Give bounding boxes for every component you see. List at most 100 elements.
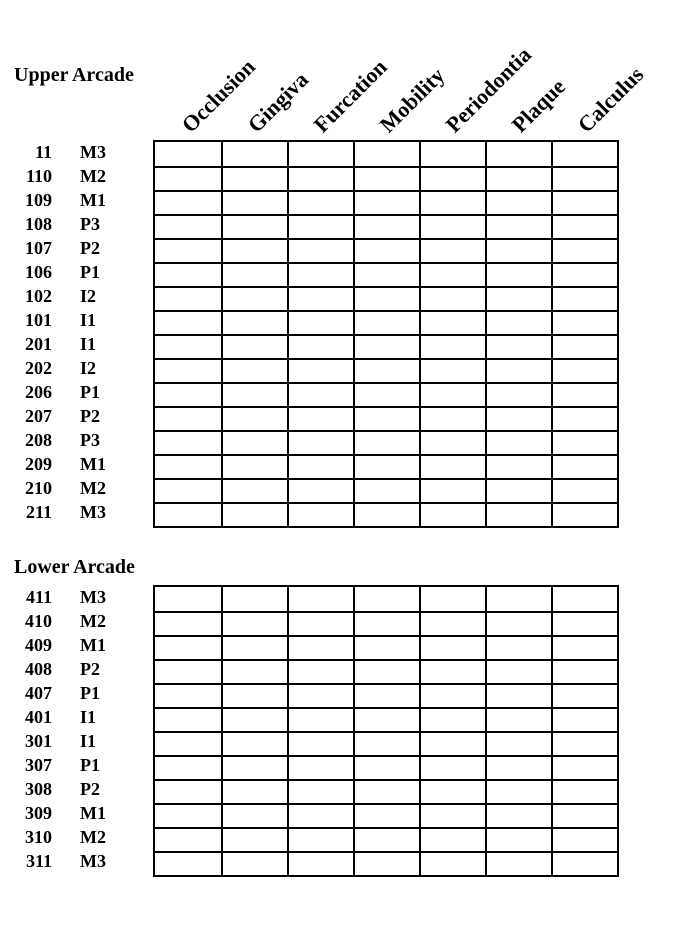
grid-cell[interactable] <box>353 216 419 238</box>
grid-cell[interactable] <box>419 456 485 478</box>
grid-cell[interactable] <box>419 408 485 430</box>
grid-cell[interactable] <box>155 216 221 238</box>
grid-cell[interactable] <box>155 240 221 262</box>
grid-cell[interactable] <box>353 613 419 635</box>
grid-cell[interactable] <box>155 504 221 526</box>
grid-cell[interactable] <box>287 216 353 238</box>
grid-cell[interactable] <box>221 504 287 526</box>
grid-cell[interactable] <box>353 781 419 803</box>
grid-cell[interactable] <box>551 288 617 310</box>
grid-cell[interactable] <box>551 456 617 478</box>
grid-cell[interactable] <box>485 480 551 502</box>
grid-cell[interactable] <box>419 142 485 166</box>
grid-cell[interactable] <box>287 384 353 406</box>
grid-cell[interactable] <box>485 312 551 334</box>
grid-cell[interactable] <box>155 757 221 779</box>
grid-cell[interactable] <box>353 432 419 454</box>
grid-cell[interactable] <box>353 709 419 731</box>
grid-cell[interactable] <box>485 336 551 358</box>
grid-cell[interactable] <box>155 733 221 755</box>
grid-cell[interactable] <box>485 288 551 310</box>
grid-cell[interactable] <box>551 781 617 803</box>
grid-cell[interactable] <box>221 336 287 358</box>
grid-cell[interactable] <box>551 432 617 454</box>
grid-cell[interactable] <box>551 168 617 190</box>
grid-cell[interactable] <box>353 312 419 334</box>
grid-cell[interactable] <box>287 709 353 731</box>
grid-cell[interactable] <box>287 240 353 262</box>
grid-cell[interactable] <box>221 432 287 454</box>
grid-cell[interactable] <box>551 733 617 755</box>
grid-cell[interactable] <box>551 408 617 430</box>
grid-cell[interactable] <box>287 142 353 166</box>
grid-cell[interactable] <box>551 853 617 875</box>
grid-cell[interactable] <box>551 336 617 358</box>
grid-cell[interactable] <box>353 240 419 262</box>
grid-cell[interactable] <box>155 168 221 190</box>
grid-cell[interactable] <box>353 853 419 875</box>
grid-cell[interactable] <box>419 384 485 406</box>
grid-cell[interactable] <box>551 360 617 382</box>
grid-cell[interactable] <box>419 853 485 875</box>
grid-cell[interactable] <box>221 142 287 166</box>
grid-cell[interactable] <box>551 805 617 827</box>
grid-cell[interactable] <box>287 288 353 310</box>
grid-cell[interactable] <box>155 142 221 166</box>
grid-cell[interactable] <box>353 805 419 827</box>
grid-cell[interactable] <box>419 757 485 779</box>
grid-cell[interactable] <box>419 312 485 334</box>
grid-cell[interactable] <box>419 288 485 310</box>
grid-cell[interactable] <box>287 613 353 635</box>
grid-cell[interactable] <box>155 408 221 430</box>
grid-cell[interactable] <box>287 587 353 611</box>
grid-cell[interactable] <box>287 264 353 286</box>
grid-cell[interactable] <box>287 853 353 875</box>
grid-cell[interactable] <box>155 384 221 406</box>
grid-cell[interactable] <box>287 480 353 502</box>
grid-cell[interactable] <box>221 408 287 430</box>
grid-cell[interactable] <box>287 432 353 454</box>
grid-cell[interactable] <box>221 805 287 827</box>
grid-cell[interactable] <box>551 480 617 502</box>
grid-cell[interactable] <box>551 709 617 731</box>
grid-cell[interactable] <box>287 733 353 755</box>
grid-cell[interactable] <box>221 312 287 334</box>
grid-cell[interactable] <box>485 781 551 803</box>
grid-cell[interactable] <box>221 637 287 659</box>
grid-cell[interactable] <box>551 216 617 238</box>
grid-cell[interactable] <box>419 661 485 683</box>
grid-cell[interactable] <box>221 613 287 635</box>
grid-cell[interactable] <box>287 685 353 707</box>
grid-cell[interactable] <box>221 168 287 190</box>
grid-cell[interactable] <box>353 504 419 526</box>
grid-cell[interactable] <box>353 829 419 851</box>
grid-cell[interactable] <box>353 264 419 286</box>
grid-cell[interactable] <box>155 480 221 502</box>
grid-cell[interactable] <box>485 757 551 779</box>
grid-cell[interactable] <box>485 637 551 659</box>
grid-cell[interactable] <box>287 805 353 827</box>
grid-cell[interactable] <box>485 142 551 166</box>
grid-cell[interactable] <box>155 456 221 478</box>
grid-cell[interactable] <box>287 408 353 430</box>
grid-cell[interactable] <box>485 661 551 683</box>
grid-cell[interactable] <box>419 192 485 214</box>
grid-cell[interactable] <box>155 312 221 334</box>
grid-cell[interactable] <box>221 757 287 779</box>
grid-cell[interactable] <box>485 587 551 611</box>
grid-cell[interactable] <box>155 781 221 803</box>
grid-cell[interactable] <box>155 613 221 635</box>
grid-cell[interactable] <box>287 829 353 851</box>
grid-cell[interactable] <box>287 637 353 659</box>
grid-cell[interactable] <box>419 709 485 731</box>
grid-cell[interactable] <box>155 288 221 310</box>
grid-cell[interactable] <box>221 384 287 406</box>
grid-cell[interactable] <box>221 480 287 502</box>
grid-cell[interactable] <box>419 685 485 707</box>
grid-cell[interactable] <box>221 456 287 478</box>
grid-cell[interactable] <box>485 432 551 454</box>
grid-cell[interactable] <box>485 613 551 635</box>
grid-cell[interactable] <box>419 264 485 286</box>
grid-cell[interactable] <box>155 805 221 827</box>
grid-cell[interactable] <box>353 685 419 707</box>
